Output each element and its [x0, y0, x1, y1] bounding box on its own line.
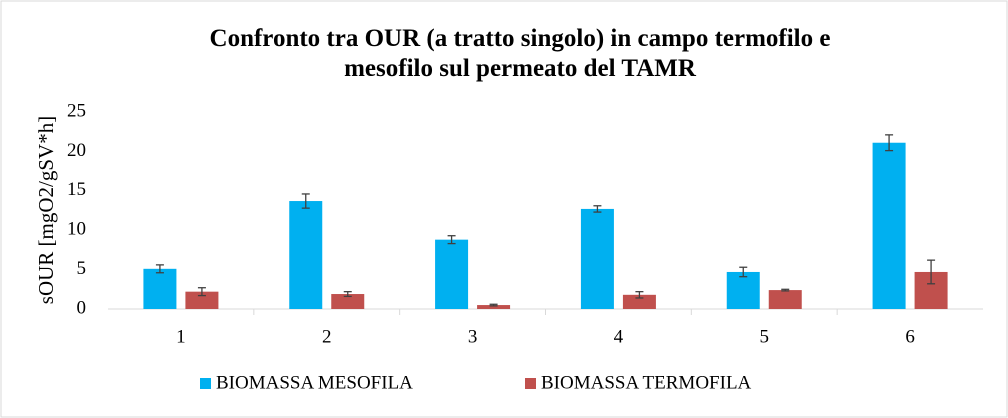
error-bar	[197, 287, 206, 297]
error-bar	[885, 134, 894, 152]
y-axis-label: sOUR [mgO2/gSV*h]	[34, 116, 58, 304]
error-bar	[301, 193, 310, 209]
bar	[143, 268, 177, 309]
bar	[185, 291, 219, 309]
bar	[331, 294, 365, 309]
x-tick-label: 2	[322, 326, 332, 347]
bar	[622, 294, 656, 309]
y-tick-label: 25	[67, 100, 86, 121]
error-bar	[635, 291, 644, 299]
bar	[726, 271, 760, 309]
legend-label: BIOMASSA TERMOFILA	[541, 372, 752, 393]
y-tick-label: 10	[67, 219, 86, 240]
bar	[289, 201, 323, 309]
legend-swatch	[200, 378, 211, 389]
y-tick-label: 20	[67, 140, 86, 161]
error-bar	[781, 288, 790, 292]
bar	[872, 142, 906, 309]
error-bar	[593, 205, 602, 213]
error-bar	[489, 303, 498, 307]
x-tick-label: 4	[614, 326, 624, 347]
bar	[435, 239, 469, 309]
chart-title: Confronto tra OUR (a tratto singolo) in …	[210, 25, 831, 82]
legend-label: BIOMASSA MESOFILA	[216, 372, 413, 393]
bar	[580, 208, 614, 309]
y-tick-label: 5	[77, 258, 87, 279]
error-bar	[155, 264, 164, 274]
y-tick-label: 15	[67, 179, 86, 200]
y-tick-label: 0	[77, 297, 87, 318]
bar	[768, 290, 802, 309]
x-tick-label: 6	[905, 326, 915, 347]
error-bar	[927, 259, 936, 285]
x-tick-label: 3	[468, 326, 478, 347]
bar	[477, 305, 511, 309]
x-tick-label: 5	[760, 326, 770, 347]
error-bar	[447, 235, 456, 245]
error-bar	[343, 291, 352, 298]
error-bar	[739, 266, 748, 278]
legend-swatch	[525, 378, 536, 389]
x-tick-label: 1	[176, 326, 186, 347]
